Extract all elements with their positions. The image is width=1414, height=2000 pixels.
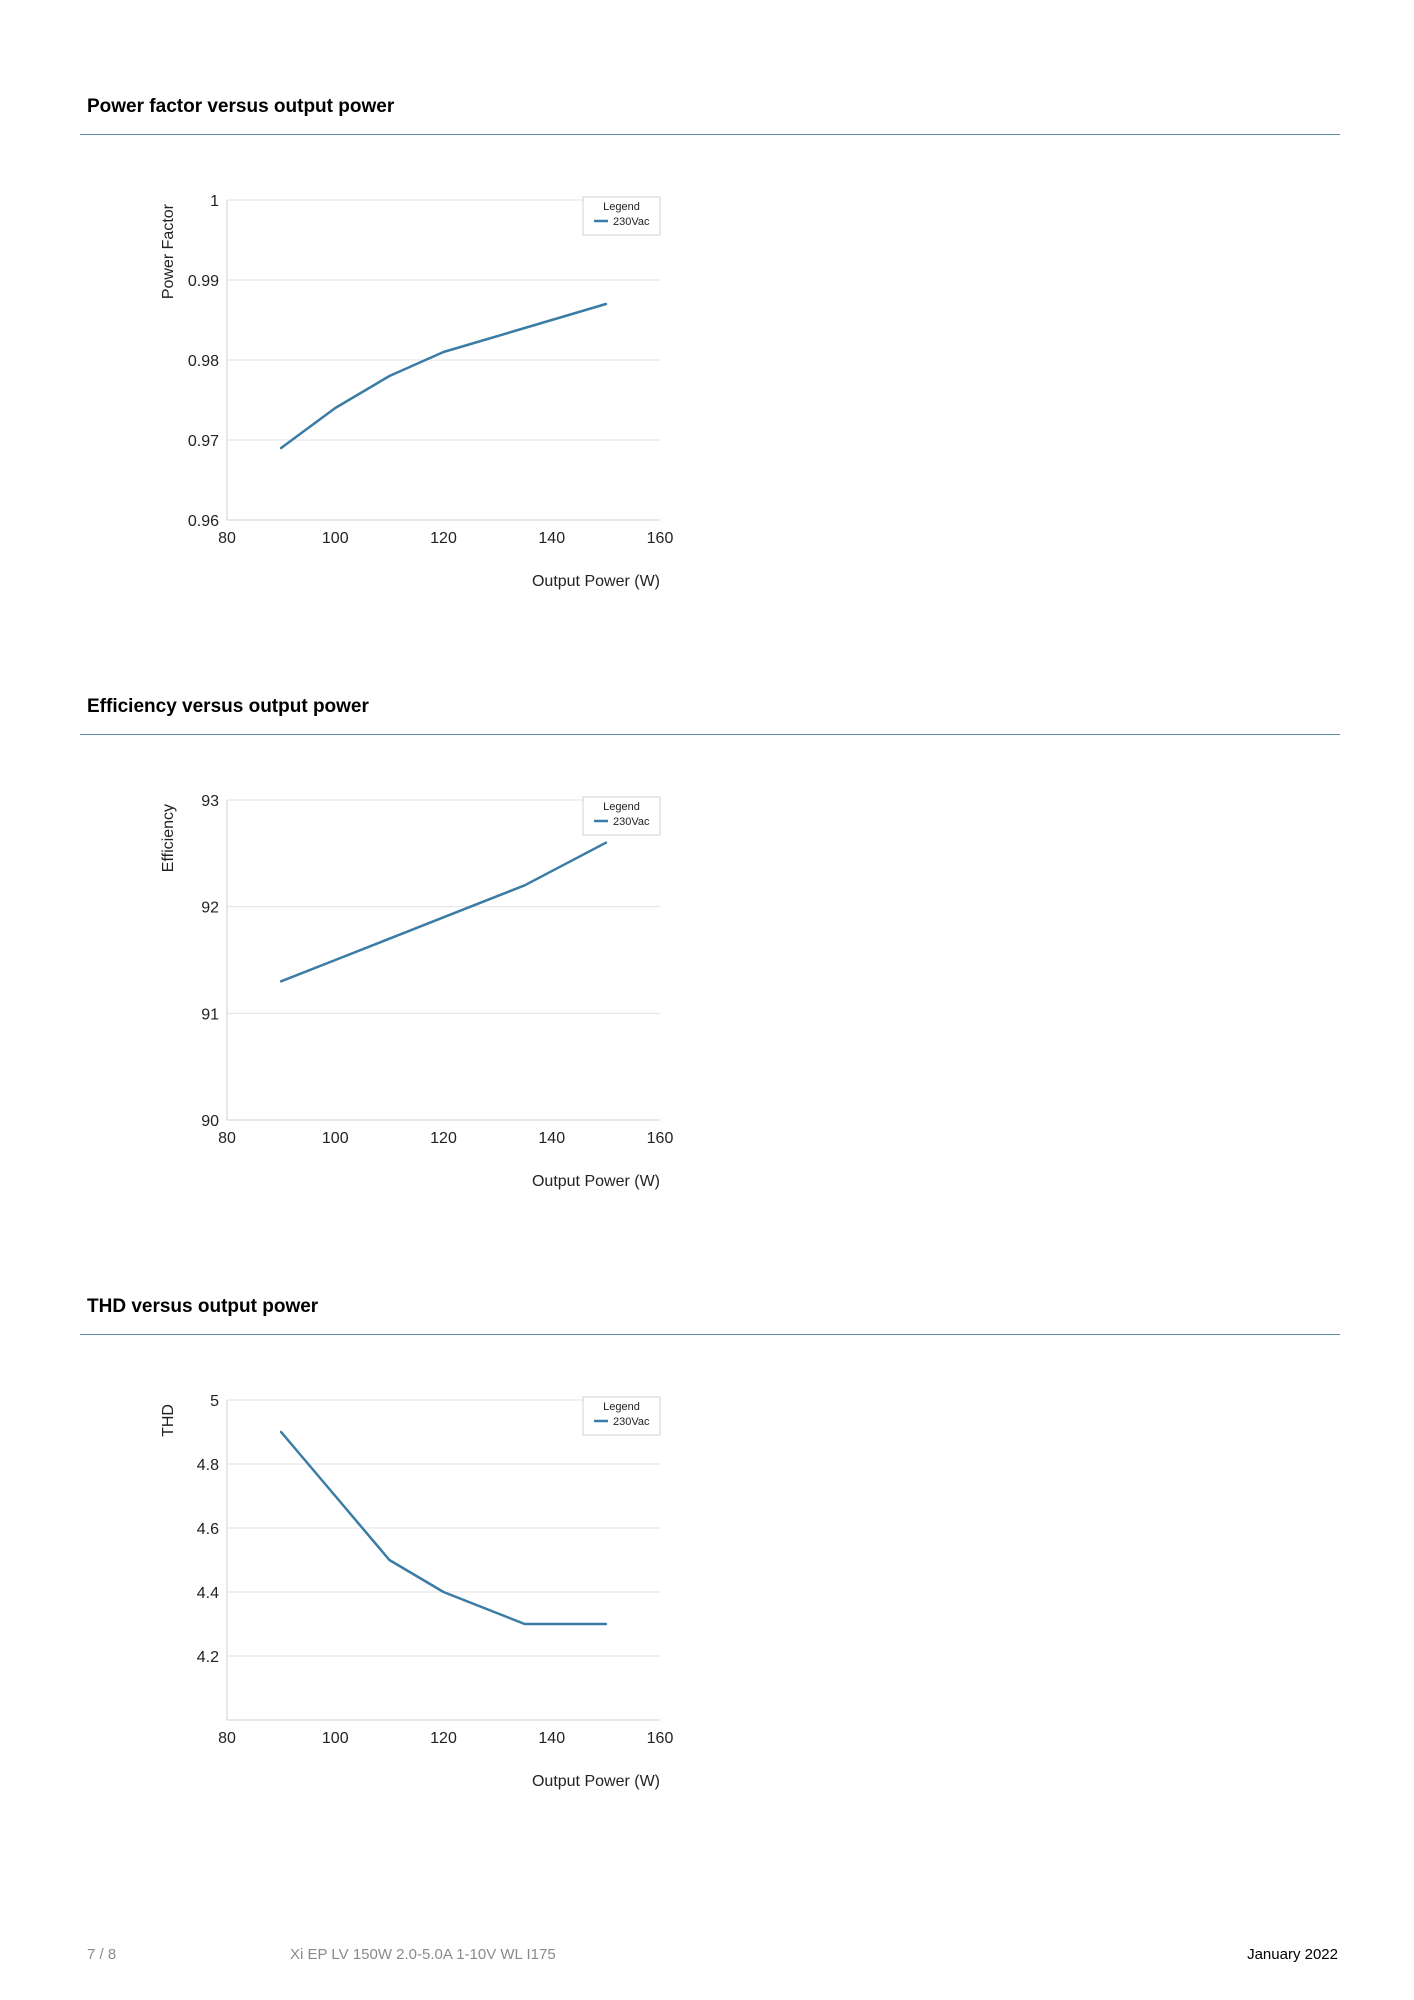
document-date: January 2022	[1247, 1946, 1338, 1963]
legend: Legend 230Vac	[582, 1396, 661, 1436]
x-tick-label: 80	[218, 530, 236, 547]
y-axis-label: Power Factor	[160, 203, 177, 299]
y-tick-label: 4.6	[197, 1521, 219, 1538]
legend-entry: 230Vac	[613, 816, 650, 828]
y-tick-label: 91	[201, 1006, 219, 1023]
y-tick-label: 4.4	[197, 1585, 219, 1602]
legend-entry: 230Vac	[613, 216, 650, 228]
y-tick-label: 4.8	[197, 1457, 219, 1474]
x-tick-label: 80	[218, 1730, 236, 1747]
x-tick-label: 140	[538, 530, 565, 547]
x-tick-label: 140	[538, 1730, 565, 1747]
legend-title: Legend	[603, 1401, 640, 1413]
section-divider	[80, 1334, 1340, 1335]
y-tick-label: 5	[210, 1393, 219, 1410]
document-title: Xi EP LV 150W 2.0-5.0A 1-10V WL I175	[290, 1946, 556, 1963]
x-axis-label: Output Power (W)	[532, 573, 660, 590]
y-tick-label: 90	[201, 1113, 219, 1130]
y-tick-label: 0.96	[188, 513, 219, 530]
section-title-efficiency: Efficiency versus output power	[87, 696, 369, 717]
legend-title: Legend	[603, 801, 640, 813]
thd-chart: 4.2 4.4 4.6 4.8 5 80 100 120 140 160 Output Power …	[145, 1360, 685, 1830]
series-line	[279, 302, 608, 450]
x-tick-label: 100	[322, 530, 349, 547]
x-tick-label: 160	[647, 1730, 674, 1747]
y-axis-label: Efficiency	[160, 804, 177, 872]
section-divider	[80, 134, 1340, 135]
y-tick-label: 93	[201, 793, 219, 810]
section-title-thd: THD versus output power	[87, 1296, 319, 1317]
power-factor-chart: 0.96 0.97 0.98 0.99 1 80 100 120 140 160 Output Po…	[145, 160, 685, 630]
section-title-power-factor: Power factor versus output power	[87, 96, 395, 117]
legend-box	[582, 196, 661, 236]
x-tick-label: 160	[647, 1130, 674, 1147]
series-line	[279, 1430, 608, 1626]
x-tick-label: 100	[322, 1730, 349, 1747]
x-axis-label: Output Power (W)	[532, 1773, 660, 1790]
y-tick-label: 0.98	[188, 353, 219, 370]
x-tick-label: 160	[647, 530, 674, 547]
y-axis-label: THD	[160, 1404, 177, 1437]
chart-svg: 4.2 4.4 4.6 4.8 5 80 100 120 140 160 Output Power …	[160, 1393, 674, 1790]
series-line	[279, 841, 608, 983]
y-tick-label: 1	[210, 193, 219, 210]
y-tick-label: 0.97	[188, 433, 219, 450]
chart-svg: 0.96 0.97 0.98 0.99 1 80 100 120 140 160 Output Po…	[160, 193, 674, 590]
chart-svg: 90 91 92 93 80 100 120 140 160 Output Power (W) Ef…	[160, 793, 674, 1190]
efficiency-chart: 90 91 92 93 80 100 120 140 160 Output Power (W) Ef…	[145, 760, 685, 1230]
legend-title: Legend	[603, 201, 640, 213]
legend-box	[582, 1396, 661, 1436]
page-number: 7 / 8	[87, 1946, 117, 1963]
x-axis-label: Output Power (W)	[532, 1173, 660, 1190]
x-tick-label: 100	[322, 1130, 349, 1147]
x-tick-label: 140	[538, 1130, 565, 1147]
x-tick-label: 120	[430, 1730, 457, 1747]
legend: Legend 230Vac	[582, 196, 661, 236]
x-tick-label: 120	[430, 1130, 457, 1147]
y-tick-label: 0.99	[188, 273, 219, 290]
x-tick-label: 120	[430, 530, 457, 547]
legend-box	[582, 796, 661, 836]
x-tick-label: 80	[218, 1130, 236, 1147]
legend-entry: 230Vac	[613, 1416, 650, 1428]
section-divider	[80, 734, 1340, 735]
y-tick-label: 4.2	[197, 1649, 219, 1666]
legend: Legend 230Vac	[582, 796, 661, 836]
y-tick-label: 92	[201, 900, 219, 917]
